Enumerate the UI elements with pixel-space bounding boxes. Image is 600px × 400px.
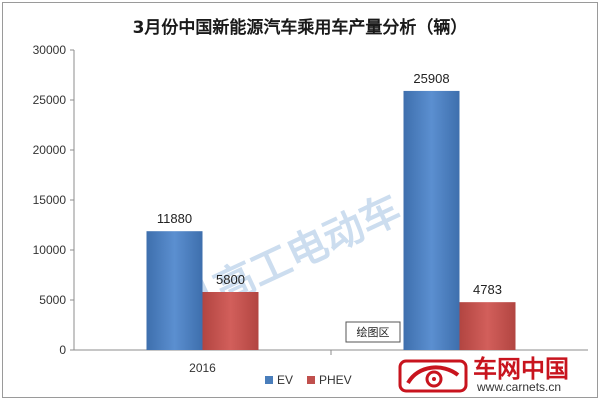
bar-ev-0 [146,231,203,350]
data-label-ev-0: 11880 [157,211,192,226]
tooltip-text: 绘图区 [357,325,390,339]
x-axis-ticks: 2016 [189,361,216,375]
legend: EV PHEV [265,373,352,387]
y-axis-ticks: 0 5000 10000 15000 20000 25000 30000 [33,43,74,357]
data-label-phev-1: 4783 [473,282,502,297]
y-tick-label: 15000 [33,193,67,207]
brand-car-icon [398,359,468,393]
bar-ev-1 [403,90,460,351]
tooltip-box [345,321,401,343]
legend-swatch-ev [265,376,273,384]
bar-phev-1 [459,302,516,350]
legend-label-ev: EV [277,373,293,387]
x-tick-label: 2016 [189,361,216,375]
legend-swatch-phev [307,376,315,384]
brand-name: 车网中国 [473,355,569,383]
chart-canvas: 3月份中国新能源汽车乘用车产量分析（辆） 0 5000 10000 15000 2000… [33,17,588,394]
bars-group [146,90,516,351]
y-tick-label: 30000 [33,43,67,57]
legend-label-phev: PHEV [319,373,352,387]
y-tick-label: 10000 [33,243,67,257]
y-tick-label: 0 [59,343,66,357]
brand-url: www.carnets.cn [476,380,561,394]
data-labels-group: 11880 5800 25908 4783 [157,71,502,297]
y-tick-label: 20000 [33,143,67,157]
chart-title: 3月份中国新能源汽车乘用车产量分析（辆） [133,17,468,38]
y-tick-label: 5000 [39,293,66,307]
y-tick-label: 25000 [33,93,67,107]
data-label-phev-0: 5800 [216,272,245,287]
bar-phev-0 [202,292,259,350]
brand-logo: 车网中国 www.carnets.cn [398,355,569,394]
data-label-ev-1: 25908 [413,71,449,86]
plot-area-tooltip: 绘图区 [345,321,401,343]
